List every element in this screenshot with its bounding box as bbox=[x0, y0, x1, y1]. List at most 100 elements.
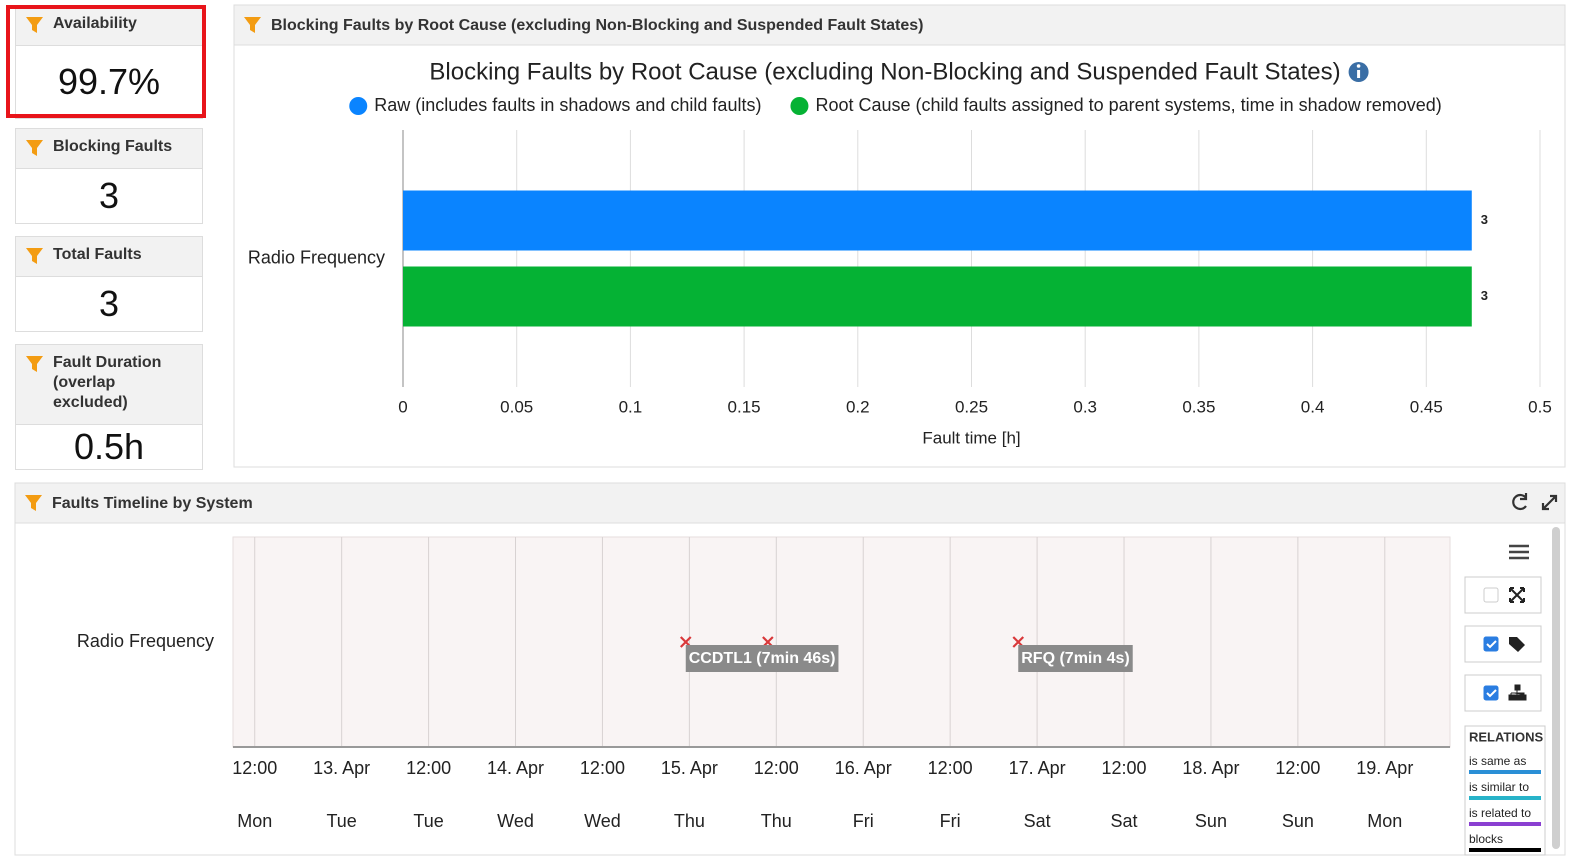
x-tick-label: 0.3 bbox=[1073, 397, 1097, 416]
funnel bbox=[26, 248, 43, 264]
checkbox[interactable] bbox=[1483, 587, 1499, 603]
relations-title: RELATIONS bbox=[1469, 729, 1543, 744]
scrollbar[interactable] bbox=[1552, 527, 1560, 849]
x-tick-label: 15. Apr bbox=[661, 758, 718, 778]
check bbox=[1486, 689, 1497, 698]
x-tick-weekday: Sat bbox=[1024, 811, 1051, 831]
kpi-card: Fault Duration (overlap excluded) 0.5h bbox=[15, 344, 203, 470]
kpi-title: Total Faults bbox=[53, 246, 142, 263]
panel-header bbox=[14, 482, 1566, 524]
expand-icon[interactable] bbox=[1541, 494, 1558, 511]
x-axis-title: Fault time [h] bbox=[922, 428, 1020, 447]
x-tick-label: 12:00 bbox=[232, 758, 277, 778]
panel-header bbox=[233, 4, 1566, 46]
legend-label: Raw (includes faults in shadows and chil… bbox=[374, 95, 761, 115]
bar-count-label: 3 bbox=[1481, 288, 1488, 303]
kpi-card: Availability 99.7% bbox=[15, 5, 203, 119]
x-tick-label: 0.1 bbox=[619, 397, 643, 416]
legend-item[interactable]: Root Cause (child faults assigned to par… bbox=[790, 95, 1442, 115]
x-tick-weekday: Thu bbox=[761, 811, 792, 831]
event-label: CCDTL1 (7min 46s) bbox=[689, 650, 836, 667]
kpi-value: 99.7% bbox=[57, 61, 161, 102]
checkbox[interactable] bbox=[1483, 685, 1499, 701]
x-tick-label: 0.45 bbox=[1410, 397, 1443, 416]
x-tick-label: 0 bbox=[398, 397, 407, 416]
x-tick-label: 12:00 bbox=[1101, 758, 1146, 778]
check bbox=[1486, 640, 1497, 649]
filter-icon[interactable] bbox=[26, 355, 44, 373]
relation-label: is same as bbox=[1469, 754, 1526, 768]
menu-icon[interactable] bbox=[1509, 544, 1529, 560]
kpi-title: Availability bbox=[53, 15, 137, 32]
x-tick-label: 0.05 bbox=[500, 397, 533, 416]
x-tick-weekday: Wed bbox=[497, 811, 534, 831]
x-tick-weekday: Mon bbox=[237, 811, 272, 831]
x-tick-label: 14. Apr bbox=[487, 758, 544, 778]
x-tick-weekday: Wed bbox=[584, 811, 621, 831]
x-tick-weekday: Sun bbox=[1195, 811, 1227, 831]
relation-label: is related to bbox=[1469, 806, 1531, 820]
kpi-header: Blocking Faults bbox=[16, 129, 202, 169]
info-glyph bbox=[1357, 70, 1361, 78]
x-tick-label: 17. Apr bbox=[1009, 758, 1066, 778]
kpi-header: Availability bbox=[16, 6, 202, 46]
x-tick-label: 12:00 bbox=[580, 758, 625, 778]
bar[interactable] bbox=[403, 266, 1472, 327]
relation-label: is similar to bbox=[1469, 780, 1529, 794]
control-button[interactable] bbox=[1464, 625, 1542, 663]
filter-icon[interactable] bbox=[26, 247, 44, 265]
y-tick-label: Radio Frequency bbox=[77, 631, 214, 651]
funnel bbox=[26, 17, 43, 33]
kpi-value: 3 bbox=[98, 283, 120, 324]
kpi-header: Fault Duration (overlap excluded) bbox=[16, 345, 202, 425]
info-glyph-dot bbox=[1356, 64, 1361, 68]
tag-icon bbox=[1509, 637, 1525, 652]
filter-icon[interactable] bbox=[244, 17, 261, 33]
chart-title: Blocking Faults by Root Cause (excluding… bbox=[429, 58, 1340, 85]
filter-icon[interactable] bbox=[26, 139, 44, 157]
x-tick-label: 18. Apr bbox=[1182, 758, 1239, 778]
x-tick-label: 19. Apr bbox=[1356, 758, 1413, 778]
x-tick-label: 0.35 bbox=[1182, 397, 1215, 416]
control-button[interactable] bbox=[1464, 576, 1542, 614]
x-tick-label: 12:00 bbox=[754, 758, 799, 778]
x-tick-weekday: Tue bbox=[413, 811, 443, 831]
x-tick-label: 0.25 bbox=[955, 397, 988, 416]
x-tick-weekday: Mon bbox=[1367, 811, 1402, 831]
timeline-plot bbox=[232, 536, 1451, 748]
relations-box bbox=[1464, 725, 1546, 856]
checkbox[interactable] bbox=[1483, 636, 1499, 652]
kpi-card: Blocking Faults 3 bbox=[15, 128, 203, 224]
hierarchy-icon bbox=[1508, 684, 1527, 701]
control-button[interactable] bbox=[1464, 674, 1542, 712]
event-label-box bbox=[685, 645, 839, 672]
kpi-header: Total Faults bbox=[16, 237, 202, 277]
x-tick-label: 12:00 bbox=[406, 758, 451, 778]
x-tick-weekday: Sun bbox=[1282, 811, 1314, 831]
x-tick-label: 13. Apr bbox=[313, 758, 370, 778]
panel-title: Faults Timeline by System bbox=[52, 495, 253, 512]
kpi-value: 0.5h bbox=[73, 426, 145, 467]
x-tick-weekday: Thu bbox=[674, 811, 705, 831]
funnel bbox=[26, 356, 43, 372]
x-tick-label: 0.5 bbox=[1528, 397, 1552, 416]
refresh-icon[interactable] bbox=[1512, 493, 1528, 511]
legend-marker bbox=[790, 97, 809, 115]
x-tick-weekday: Fri bbox=[940, 811, 961, 831]
legend-label: Root Cause (child faults assigned to par… bbox=[815, 95, 1441, 115]
filter-icon[interactable] bbox=[25, 495, 42, 511]
y-tick-label: Radio Frequency bbox=[248, 247, 385, 267]
legend-item[interactable]: Raw (includes faults in shadows and chil… bbox=[349, 95, 761, 115]
kpi-card: Total Faults 3 bbox=[15, 236, 203, 332]
bar-count-label: 3 bbox=[1481, 212, 1488, 227]
filter-icon[interactable] bbox=[26, 16, 44, 34]
relation-label: blocks bbox=[1469, 832, 1503, 846]
bar[interactable] bbox=[403, 190, 1472, 251]
x-tick-label: 0.2 bbox=[846, 397, 870, 416]
kpi-title: Fault Duration (overlap excluded) bbox=[53, 354, 162, 411]
x-tick-weekday: Tue bbox=[326, 811, 356, 831]
event-label-box bbox=[1018, 645, 1133, 672]
x-tick-weekday: Fri bbox=[853, 811, 874, 831]
